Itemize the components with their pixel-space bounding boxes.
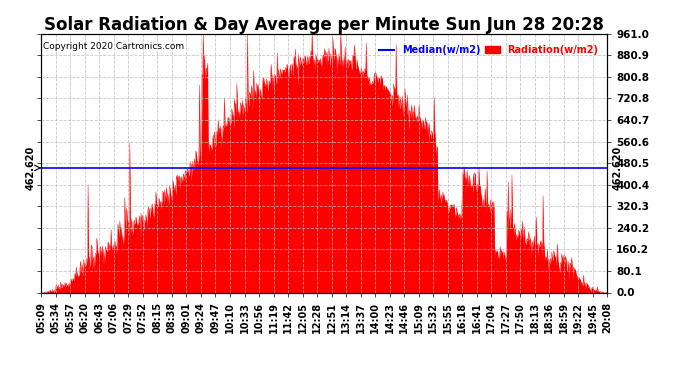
Text: 462.620: 462.620 bbox=[613, 146, 623, 190]
Text: Copyright 2020 Cartronics.com: Copyright 2020 Cartronics.com bbox=[43, 42, 184, 51]
Title: Solar Radiation & Day Average per Minute Sun Jun 28 20:28: Solar Radiation & Day Average per Minute… bbox=[44, 16, 604, 34]
Text: 462.620: 462.620 bbox=[26, 146, 36, 190]
Legend: Median(w/m2), Radiation(w/m2): Median(w/m2), Radiation(w/m2) bbox=[375, 41, 602, 59]
